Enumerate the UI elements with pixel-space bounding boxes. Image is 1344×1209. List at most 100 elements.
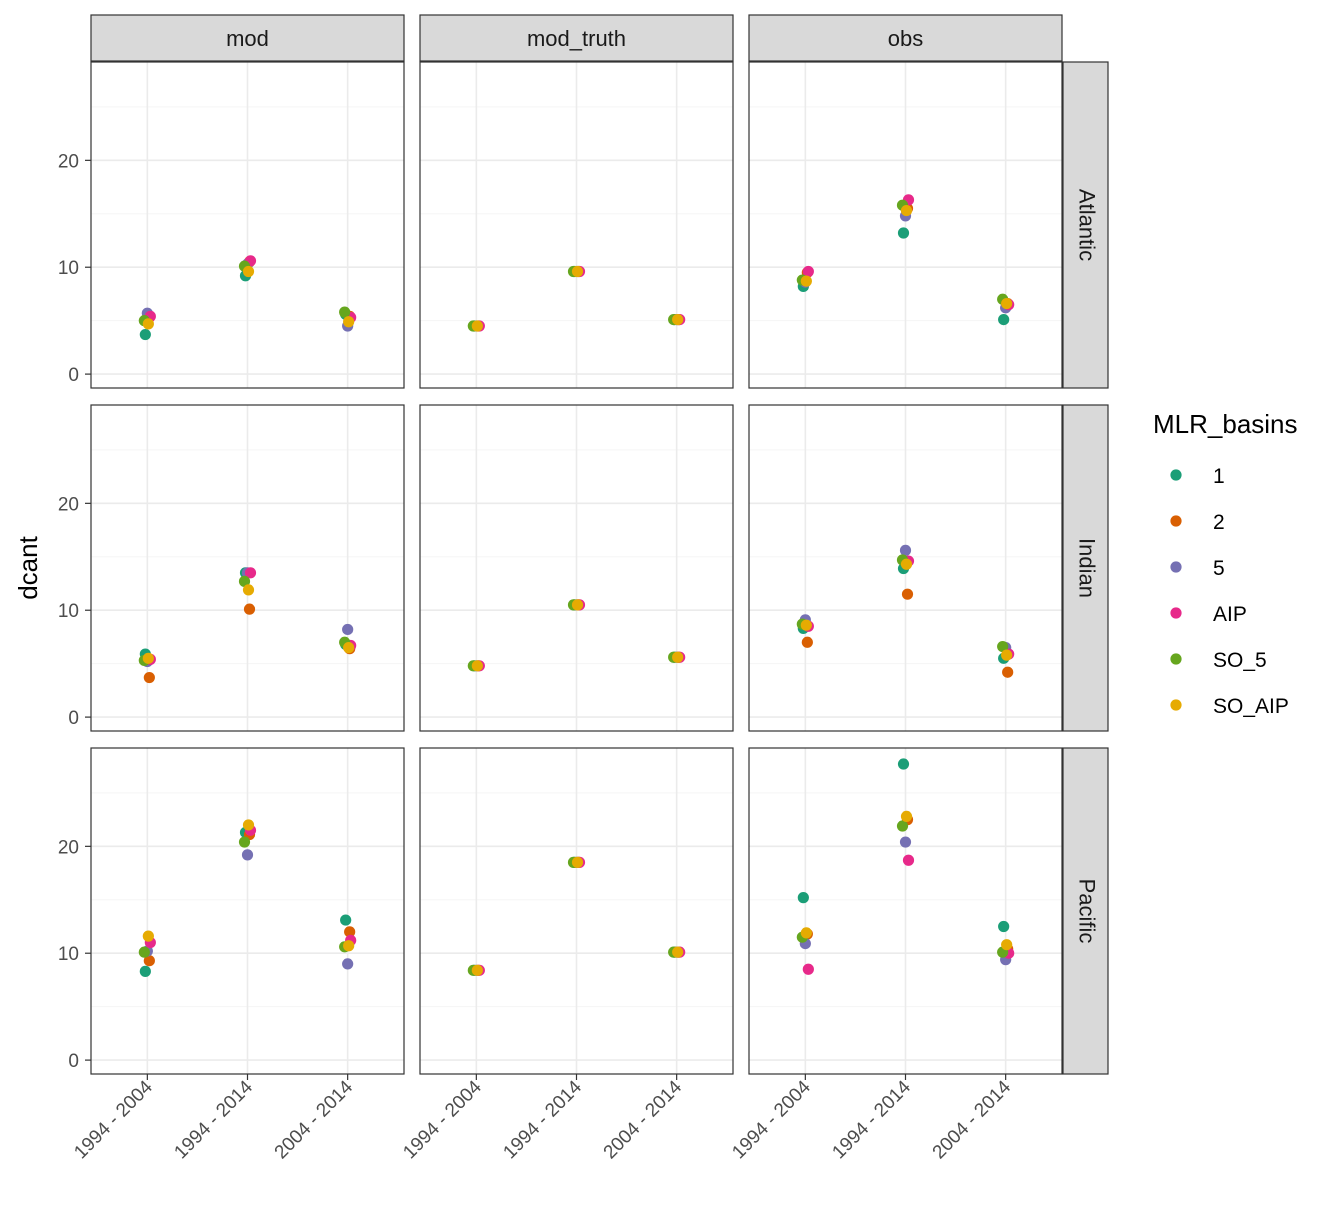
y-tick-label: 0 <box>68 1051 79 1072</box>
strip-label-mod_truth: mod_truth <box>527 26 626 51</box>
x-tick-label: 2004 - 2014 <box>929 1076 1016 1163</box>
panel-indian-mod_truth <box>419 404 734 732</box>
legend-label-1: 1 <box>1213 465 1225 488</box>
point-so-aip <box>1001 939 1013 951</box>
panel-pacific-mod <box>90 747 405 1075</box>
legend-key-aip <box>1170 607 1182 619</box>
point-2 <box>344 926 356 938</box>
legend-label-so-5: SO_5 <box>1213 649 1267 672</box>
panel-pacific-mod_truth <box>419 747 734 1075</box>
x-tick-label: 1994 - 2014 <box>828 1076 915 1163</box>
x-tick-label: 1994 - 2004 <box>70 1076 157 1163</box>
point-so-aip <box>571 599 584 611</box>
legend-items: 1 2 5 AIP SO_5 SO_AIP <box>1170 465 1289 718</box>
panel-border <box>90 404 405 732</box>
point-2 <box>801 636 813 648</box>
point-so-aip <box>672 946 684 958</box>
panel-indian-obs <box>748 404 1063 732</box>
strip-mod_truth <box>419 14 734 62</box>
strip-atlantic <box>1062 61 1109 389</box>
y-tick-label: 0 <box>68 708 79 729</box>
strip-label-obs: obs <box>888 26 923 51</box>
legend-key-1 <box>1170 469 1182 481</box>
point-5 <box>899 544 912 556</box>
point-2 <box>243 603 256 615</box>
strip-label-atlantic: Atlantic <box>1075 189 1100 261</box>
y-tick-label: 20 <box>58 494 79 515</box>
panel-border <box>90 61 405 389</box>
legend-key-so-5 <box>1170 653 1182 665</box>
y-tick-label: 0 <box>68 365 79 386</box>
point-5 <box>899 836 912 848</box>
legend-label-2: 2 <box>1213 511 1225 534</box>
legend-label-so-aip: SO_AIP <box>1213 695 1289 718</box>
y-tick-label: 20 <box>58 151 79 172</box>
point-so-aip <box>1001 297 1013 310</box>
panel-border <box>419 61 734 389</box>
point-1 <box>998 313 1010 326</box>
panel-pacific-obs <box>748 747 1063 1075</box>
strip-label-mod: mod <box>226 26 269 51</box>
point-aip <box>902 854 915 866</box>
point-1 <box>998 920 1010 933</box>
x-tick-label: 1994 - 2014 <box>170 1076 257 1163</box>
x-tick-label: 2004 - 2014 <box>600 1076 687 1163</box>
point-5 <box>342 958 354 970</box>
point-2 <box>143 671 155 684</box>
point-so-aip <box>900 558 913 570</box>
legend-label-aip: AIP <box>1213 603 1247 626</box>
legend-label-5: 5 <box>1213 557 1225 580</box>
panel-border <box>748 404 1063 732</box>
x-tick-label: 2004 - 2014 <box>271 1076 358 1163</box>
x-tick-label: 1994 - 2014 <box>499 1076 586 1163</box>
strip-label-pacific: Pacific <box>1075 879 1100 944</box>
point-2 <box>901 588 914 600</box>
panel-atlantic-mod_truth <box>419 61 734 389</box>
point-so-aip <box>672 313 684 326</box>
x-tick-label: 1994 - 2004 <box>728 1076 815 1163</box>
point-5 <box>241 849 254 861</box>
point-so-aip <box>242 584 255 596</box>
point-so-5 <box>339 306 351 318</box>
point-so-aip <box>343 316 355 328</box>
strip-obs <box>748 14 1063 62</box>
point-1 <box>340 914 352 926</box>
strip-mod <box>90 14 405 62</box>
point-so-5 <box>997 640 1009 653</box>
panels: mod mod_truth obs Atlantic Indian Pacific 0 10 2… <box>58 14 1109 1163</box>
strip-label-indian: Indian <box>1075 538 1100 598</box>
point-1 <box>897 227 910 239</box>
point-so-aip <box>900 204 913 217</box>
y-tick-label: 20 <box>58 837 79 858</box>
point-2 <box>1002 666 1014 678</box>
y-tick-label: 10 <box>58 944 79 965</box>
panel-atlantic-mod <box>90 61 405 389</box>
point-so-aip <box>800 619 812 631</box>
strip-indian <box>1062 404 1109 732</box>
point-so-aip <box>672 651 684 663</box>
point-so-5 <box>238 836 251 848</box>
point-so-aip <box>242 819 255 831</box>
point-so-aip <box>471 320 483 332</box>
point-aip <box>802 265 814 278</box>
legend-key-2 <box>1170 515 1182 527</box>
panel-atlantic-obs <box>748 61 1063 389</box>
point-so-5 <box>238 575 251 587</box>
point-so-aip <box>471 964 483 976</box>
point-so-aip <box>900 810 913 823</box>
point-so-aip <box>800 927 812 939</box>
point-1 <box>797 892 809 904</box>
point-5 <box>342 623 354 636</box>
point-so-aip <box>343 940 355 952</box>
panel-indian-mod <box>90 404 405 732</box>
strip-pacific <box>1062 747 1109 1075</box>
legend-key-so-aip <box>1170 699 1182 711</box>
point-1 <box>897 758 910 770</box>
point-so-5 <box>896 820 909 832</box>
point-so-aip <box>142 652 154 664</box>
point-so-aip <box>343 642 355 654</box>
point-1 <box>139 328 151 341</box>
y-tick-label: 10 <box>58 258 79 279</box>
y-tick-label: 10 <box>58 601 79 622</box>
legend-key-5 <box>1170 561 1182 573</box>
